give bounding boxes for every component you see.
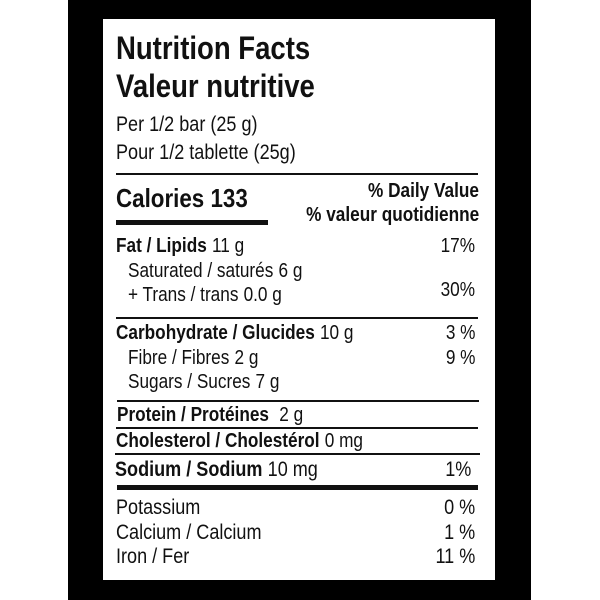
cholesterol-label: Cholesterol / Cholestérol	[116, 430, 320, 452]
divider	[117, 400, 479, 402]
trans-label: + Trans / trans	[128, 284, 239, 306]
divider	[115, 453, 480, 455]
trans-row: + Trans / trans 0.0 g	[128, 285, 282, 305]
carb-amount: 10 g	[319, 322, 354, 344]
potassium-label: Potassium	[116, 496, 201, 519]
divider	[116, 173, 478, 175]
protein-amount: 2 g	[279, 404, 304, 426]
calcium-dv: 1 %	[443, 521, 475, 544]
divider	[116, 427, 478, 429]
iron-dv: 11 %	[435, 545, 475, 568]
sat-trans-dv: 30%	[440, 279, 475, 301]
fat-dv: 17%	[440, 235, 475, 257]
protein-row: Protein / Protéines 2 g	[117, 405, 303, 425]
fat-amount: 11 g	[211, 235, 245, 257]
saturated-row: Saturated / saturés 6 g	[128, 261, 302, 281]
daily-value-en: % Daily Value	[368, 180, 479, 202]
fat-row: Fat / Lipids 11 g	[116, 236, 244, 256]
sugars-label: Sugars / Sucres	[128, 371, 251, 393]
protein-label: Protein / Protéines	[117, 404, 269, 426]
sodium-amount: 10 mg	[267, 458, 318, 481]
calories-underline	[116, 220, 268, 225]
saturated-label: Saturated / saturés	[128, 260, 274, 282]
sugars-amount: 7 g	[255, 371, 280, 393]
sodium-row: Sodium / Sodium 10 mg	[115, 459, 318, 480]
divider	[116, 317, 478, 319]
iron-label: Iron / Fer	[116, 545, 190, 568]
cholesterol-row: Cholesterol / Cholestérol 0 mg	[116, 431, 363, 451]
fibre-dv: 9 %	[445, 347, 475, 369]
calcium-label: Calcium / Calcium	[116, 521, 262, 544]
cholesterol-amount: 0 mg	[324, 430, 363, 452]
fibre-label: Fibre / Fibres	[128, 347, 230, 369]
fat-label: Fat / Lipids	[116, 235, 207, 257]
serving-en: Per 1/2 bar (25 g)	[116, 113, 258, 136]
trans-amount: 0.0 g	[243, 284, 282, 306]
sodium-dv: 1%	[444, 458, 471, 481]
sodium-label: Sodium / Sodium	[115, 458, 263, 481]
thick-divider	[117, 485, 478, 490]
serving-fr: Pour 1/2 tablette (25g)	[116, 141, 296, 164]
sugars-row: Sugars / Sucres 7 g	[128, 372, 279, 392]
fibre-amount: 2 g	[234, 347, 259, 369]
title-fr: Valeur nutritive	[116, 68, 315, 104]
calories: Calories 133	[116, 183, 248, 213]
carb-label: Carbohydrate / Glucides	[116, 322, 315, 344]
fibre-row: Fibre / Fibres 2 g	[128, 348, 258, 368]
daily-value-fr: % valeur quotidienne	[306, 204, 479, 226]
potassium-dv: 0 %	[443, 496, 475, 519]
carb-row: Carbohydrate / Glucides 10 g	[116, 323, 353, 343]
title-en: Nutrition Facts	[116, 30, 311, 66]
carb-dv: 3 %	[445, 322, 475, 344]
saturated-amount: 6 g	[278, 260, 303, 282]
